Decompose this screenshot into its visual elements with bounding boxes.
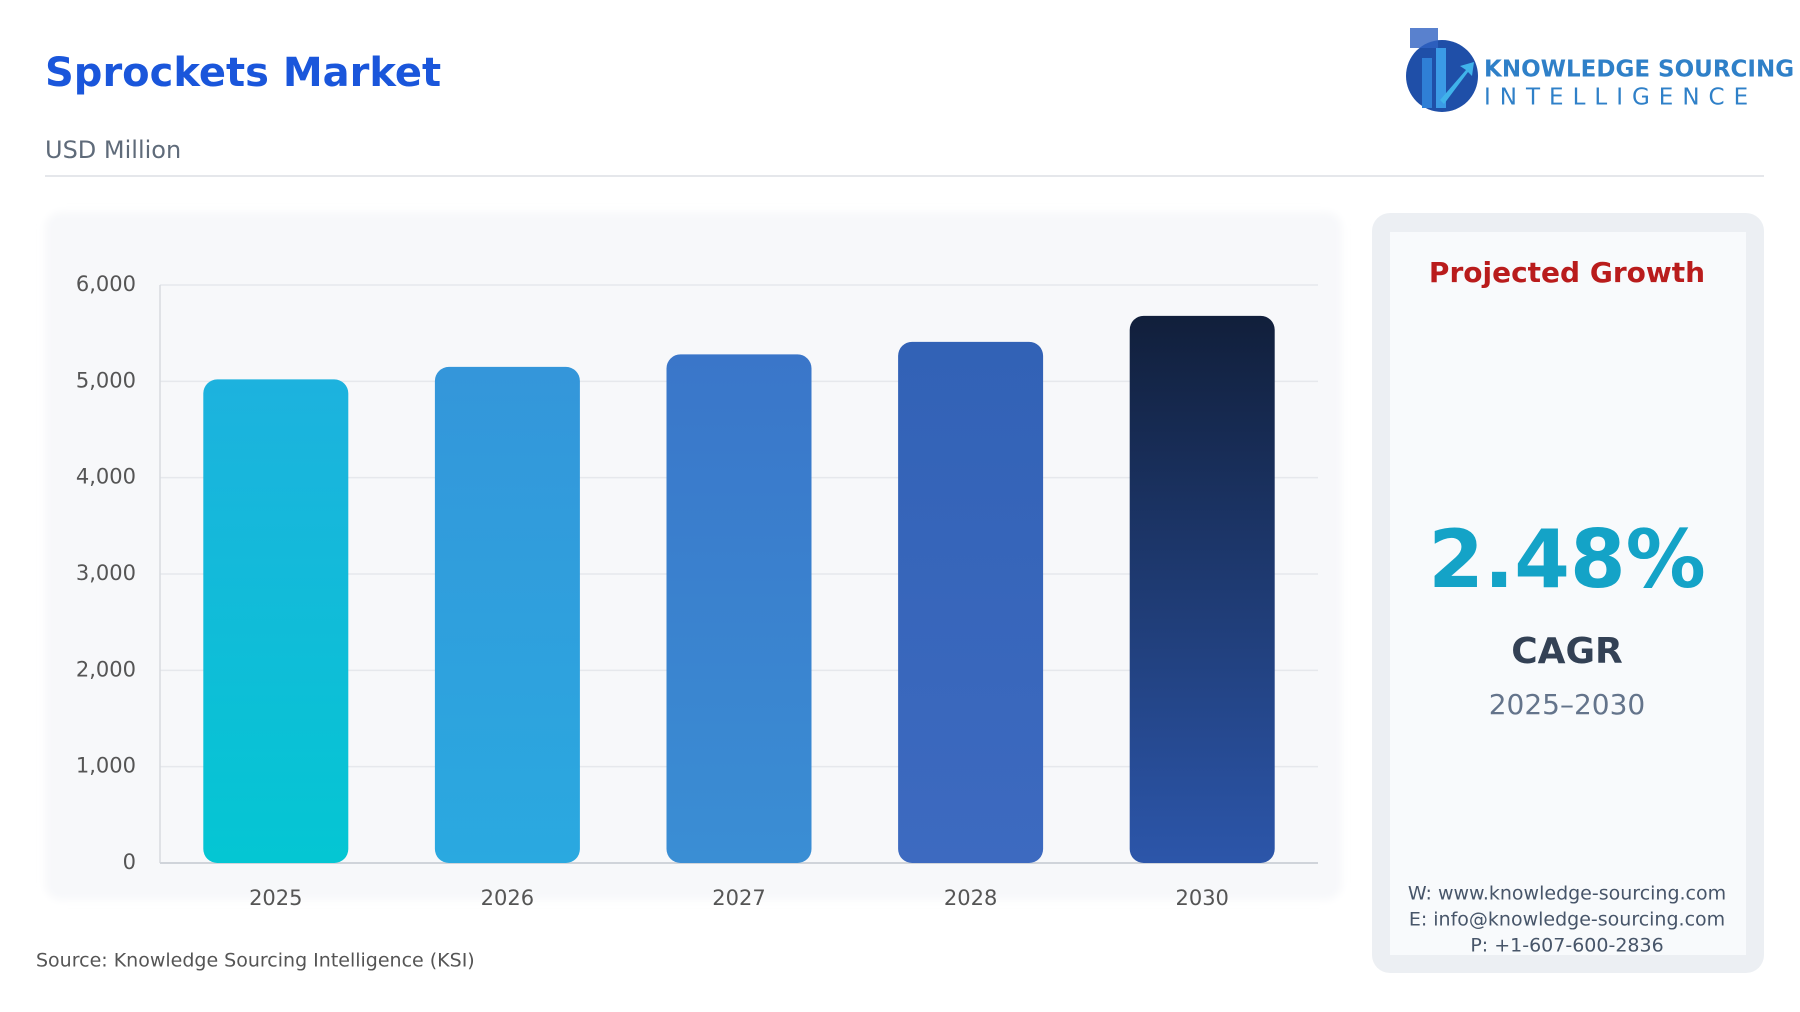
side-panel-inner	[1390, 232, 1746, 955]
y-tick-label: 3,000	[76, 561, 136, 585]
contact: E: info@knowledge-sourcing.com	[1409, 909, 1725, 931]
logo-mark	[1422, 58, 1432, 108]
bar	[898, 341, 1044, 863]
chart-title: Sprockets Market	[45, 50, 441, 96]
logo-mark	[1410, 28, 1438, 48]
y-tick-label: 0	[123, 850, 136, 874]
y-tick-label: 4,000	[76, 465, 136, 489]
plot-area: 0 1,000 2,000 3,000 4,000 5,000 6,000 2025 2026 2…	[76, 272, 1318, 910]
bar	[666, 354, 812, 863]
logo-text: INTELLIGENCE	[1484, 85, 1757, 111]
contact: P: +1-607-600-2836	[1470, 935, 1663, 957]
logo: KNOWLEDGE SOURCING INTELLIGENCE	[1406, 28, 1794, 112]
contact: W: www.knowledge-sourcing.com	[1408, 883, 1726, 905]
bar	[1129, 315, 1275, 863]
y-tick-label: 2,000	[76, 657, 136, 681]
source: Source: Knowledge Sourcing Intelligence …	[36, 950, 475, 972]
x-tick-label: 2027	[712, 886, 765, 910]
y-tick-label: 1,000	[76, 754, 136, 778]
cagr-value: 2.48%	[1428, 513, 1706, 606]
x-tick-label: 2028	[944, 886, 997, 910]
bar	[203, 379, 349, 863]
cagr-period: 2025–2030	[1489, 688, 1646, 721]
logo-text: KNOWLEDGE SOURCING	[1484, 57, 1794, 83]
logo-mark	[1436, 48, 1446, 108]
x-tick-label: 2030	[1175, 886, 1228, 910]
x-tick-label: 2026	[481, 886, 534, 910]
y-tick-label: 5,000	[76, 368, 136, 392]
cagr-label: CAGR	[1511, 631, 1623, 672]
x-tick-label: 2025	[249, 886, 302, 910]
bar	[434, 366, 580, 863]
chart-subtitle: USD Million	[45, 136, 181, 164]
logo-mark	[1440, 62, 1474, 104]
y-tick-label: 6,000	[76, 272, 136, 296]
panel-title: Projected Growth	[1429, 256, 1705, 289]
